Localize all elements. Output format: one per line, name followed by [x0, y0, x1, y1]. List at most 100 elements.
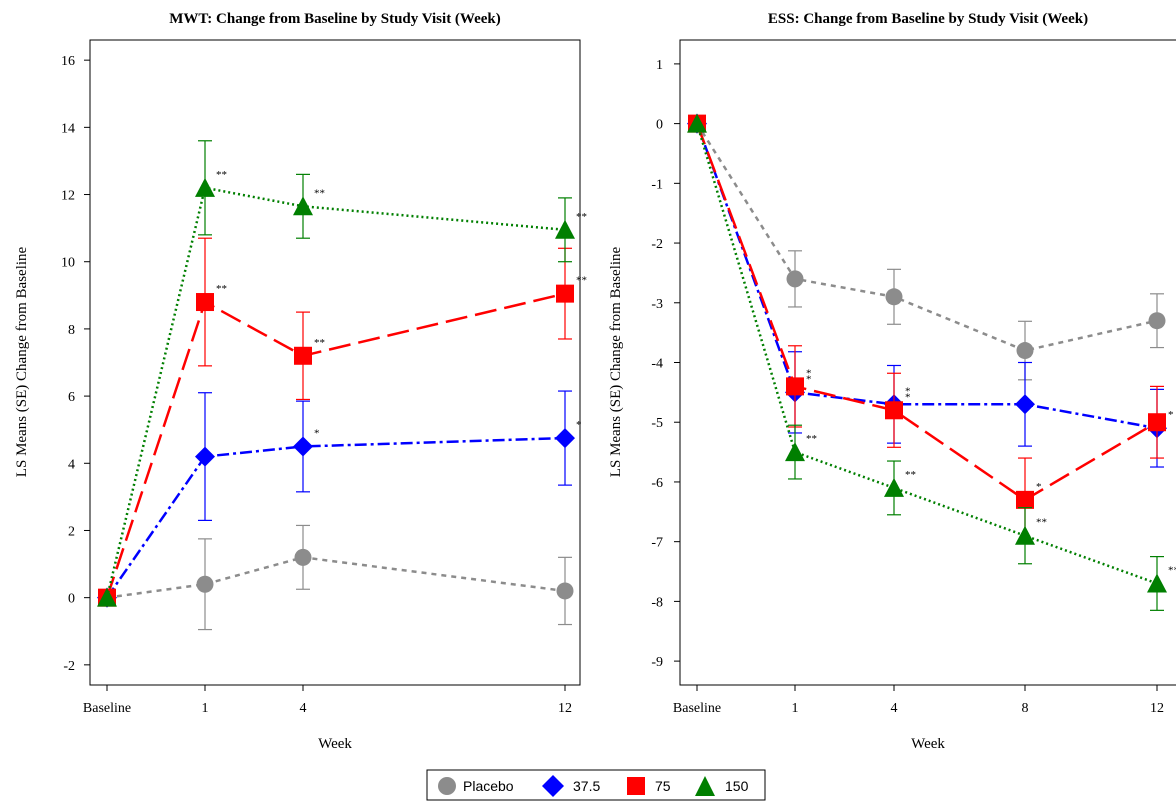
ess-y-tick-label: -1: [651, 177, 663, 192]
ess-x-tick-label: 1: [792, 701, 799, 716]
ess-series-placebo-point: [1016, 342, 1034, 360]
mwt-series-37-5-point: [195, 446, 215, 467]
mwt-y-tick-label: 16: [61, 54, 75, 69]
ess-x-tick-label: Baseline: [673, 701, 721, 716]
ess-y-tick-label: 0: [656, 118, 663, 133]
legend-label-75: 75: [655, 778, 671, 794]
mwt-x-tick-label: Baseline: [83, 701, 131, 716]
mwt-series-placebo-line: [106, 556, 566, 599]
ess-chart-panel: ESS: Change from Baseline by Study Visit…: [608, 11, 1176, 752]
ess-y-tick-label: -6: [651, 476, 663, 491]
ess-series-150-point: [1015, 525, 1035, 545]
mwt-series-placebo-point: [196, 575, 214, 593]
ess-series-150-significance-label: **: [905, 469, 916, 481]
mwt-series-150-line: [105, 186, 566, 598]
ess-x-axis-label: Week: [911, 736, 945, 752]
ess-y-tick-label: -3: [651, 297, 663, 312]
mwt-series-150-point: [293, 196, 313, 216]
mwt-series-placebo-point: [556, 582, 574, 600]
ess-series-37-5-line: [695, 123, 1158, 430]
ess-series-150-point: [884, 477, 904, 497]
ess-series-75-significance-label: *: [806, 367, 812, 379]
mwt-series-37-5-point: [293, 436, 313, 457]
legend-item-37-5: 37.5: [542, 775, 600, 797]
mwt-series-75-point: [556, 284, 574, 303]
legend: Placebo 37.5 75 150: [426, 769, 766, 801]
legend-item-150: 150: [695, 776, 749, 796]
ess-series-150-significance-label: **: [1036, 517, 1047, 529]
mwt-chart-panel: MWT: Change from Baseline by Study Visit…: [14, 11, 587, 752]
ess-y-tick-label: -7: [651, 536, 663, 551]
ess-series-75-point: [1016, 490, 1034, 509]
ess-series-75-point: [1148, 413, 1166, 432]
ess-series-37-5-point: [1015, 394, 1035, 415]
mwt-series-75-point: [196, 293, 214, 312]
ess-series-75-line: [695, 123, 1158, 502]
ess-x-tick-label: 4: [891, 701, 898, 716]
mwt-series-75-significance-label: **: [314, 337, 325, 349]
ess-series-150-line: [695, 123, 1158, 585]
mwt-series-37-5-point: [555, 428, 575, 449]
mwt-y-tick-label: 6: [68, 390, 75, 405]
mwt-series-placebo-point: [294, 548, 312, 566]
ess-series-75-significance-label: *: [905, 391, 911, 403]
ess-series-150-significance-label: **: [806, 433, 817, 445]
ess-y-axis-label: LS Means (SE) Change from Baseline: [608, 246, 624, 477]
mwt-plot-frame: [89, 39, 581, 686]
mwt-y-tick-label: -2: [63, 659, 75, 674]
mwt-y-tick-label: 2: [68, 524, 75, 539]
ess-series-placebo-point: [885, 288, 903, 306]
mwt-y-axis-label: LS Means (SE) Change from Baseline: [14, 246, 30, 477]
ess-y-tick-label: -9: [651, 655, 663, 670]
mwt-series-75-line: [105, 292, 566, 599]
legend-label-placebo: Placebo: [463, 778, 514, 794]
legend-marker-triangle: [695, 776, 715, 796]
mwt-series-150-point: [555, 219, 575, 239]
ess-plot-frame: [679, 39, 1176, 686]
mwt-x-axis-label: Week: [318, 736, 352, 752]
ess-series-75-significance-label: *: [1036, 481, 1042, 493]
mwt-series-37-5-line: [105, 436, 566, 599]
mwt-x-tick-label: 1: [202, 701, 209, 716]
mwt-series-150-point: [97, 587, 117, 607]
legend-label-150: 150: [725, 778, 749, 794]
legend-marker-circle: [438, 777, 456, 795]
ess-series-37-5-significance-label: *: [806, 373, 812, 385]
ess-chart-title: ESS: Change from Baseline by Study Visit…: [768, 11, 1088, 27]
ess-series-150-significance-label: **: [1168, 564, 1176, 576]
ess-y-tick-label: -2: [651, 237, 663, 252]
ess-y-tick-label: -8: [651, 595, 663, 610]
mwt-series-75-point: [294, 346, 312, 365]
ess-y-tick-label: -4: [651, 357, 663, 372]
mwt-y-tick-label: 10: [61, 256, 75, 271]
ess-x-tick-label: 8: [1022, 701, 1029, 716]
ess-series-37-5-significance-label: *: [1168, 409, 1174, 421]
ess-series-75-point: [786, 377, 804, 396]
ess-x-tick-label: 12: [1150, 701, 1164, 716]
legend-item-placebo: Placebo: [438, 777, 514, 795]
mwt-y-tick-label: 12: [61, 189, 75, 204]
mwt-y-tick-label: 14: [61, 121, 75, 136]
mwt-series-150-significance-label: **: [314, 187, 325, 199]
legend-label-37-5: 37.5: [573, 778, 600, 794]
mwt-series-37-5-significance-label: *: [576, 419, 582, 431]
mwt-y-tick-label: 4: [68, 457, 75, 472]
mwt-chart-title: MWT: Change from Baseline by Study Visit…: [169, 11, 501, 27]
legend-marker-diamond: [542, 775, 564, 797]
ess-series-75-point: [885, 401, 903, 420]
mwt-series-150-significance-label: **: [576, 211, 587, 223]
ess-y-tick-label: -5: [651, 416, 663, 431]
ess-series-150-point: [687, 113, 707, 133]
ess-y-tick-label: 1: [656, 58, 663, 73]
legend-item-75: 75: [627, 777, 671, 795]
ess-series-placebo-point: [786, 270, 804, 288]
mwt-x-tick-label: 12: [558, 701, 572, 716]
mwt-series-75-significance-label: **: [576, 275, 587, 287]
ess-series-150-point: [1147, 573, 1167, 593]
ess-series-placebo-point: [1148, 312, 1166, 330]
ess-series-37-5-significance-label: *: [905, 385, 911, 397]
mwt-series-75-significance-label: **: [216, 283, 227, 295]
mwt-series-150-point: [195, 177, 215, 197]
ess-series-150-point: [785, 442, 805, 462]
